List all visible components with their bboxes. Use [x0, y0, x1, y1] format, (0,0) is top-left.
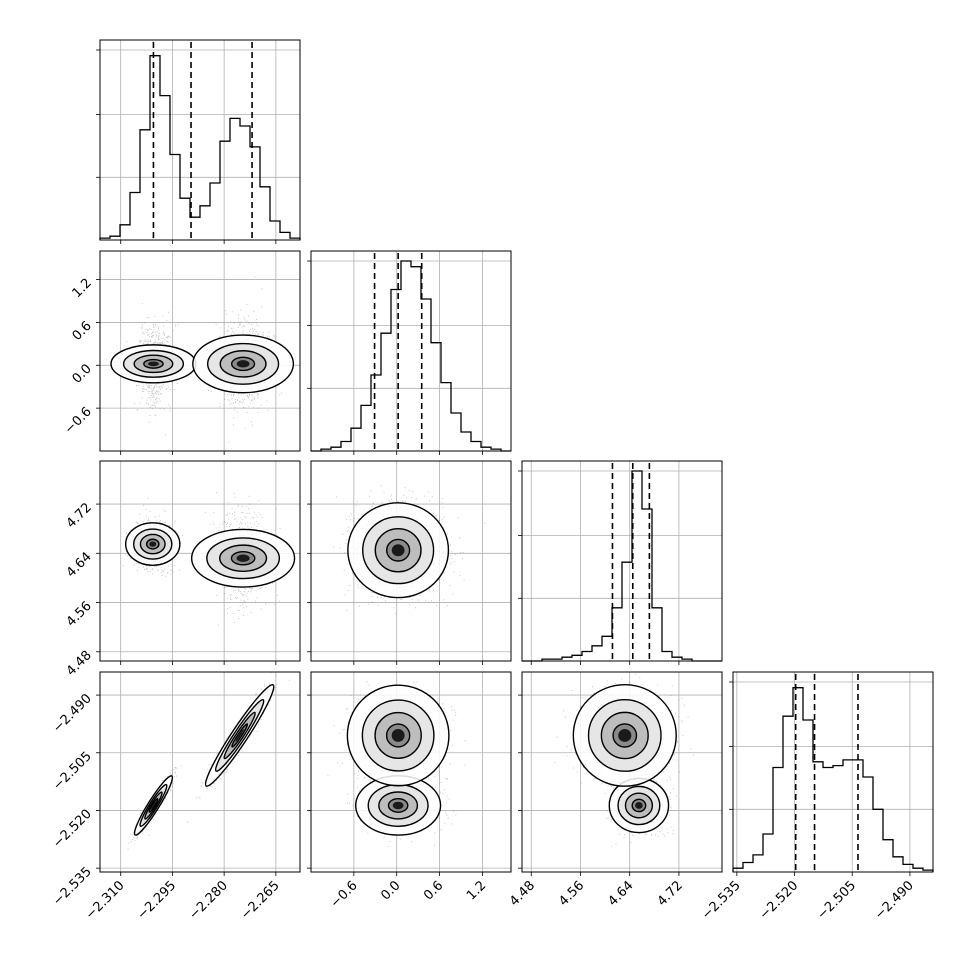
y-tick-label: 4.48 — [64, 648, 95, 679]
x-tick-label: −2.490 — [872, 878, 917, 923]
density-layer — [127, 672, 290, 850]
x-tick-label: 4.72 — [655, 878, 686, 909]
x-tick-label: 4.48 — [507, 878, 538, 909]
density-peak — [635, 802, 643, 809]
density-peak — [148, 361, 159, 367]
y-tick-label: −2.490 — [50, 691, 95, 736]
x-tick-label: −2.280 — [186, 878, 231, 923]
histogram-step — [99, 55, 301, 240]
axes-frame — [521, 460, 723, 662]
density-peak — [236, 554, 250, 562]
y-tick-label: −2.535 — [50, 864, 95, 909]
density-layer — [333, 485, 486, 614]
density-layer — [554, 673, 694, 848]
x-tick-label: −2.520 — [757, 878, 802, 923]
x-tick-label: 4.64 — [605, 878, 636, 909]
scatter-points — [127, 672, 290, 850]
y-tick-label: 0.6 — [70, 319, 95, 344]
density-peak — [392, 801, 404, 810]
y-tick-label: 4.72 — [64, 500, 95, 531]
histogram-step — [311, 260, 511, 452]
x-tick-label: −2.505 — [814, 878, 859, 923]
density-peak — [151, 801, 156, 810]
axes-frame — [99, 671, 301, 873]
x-tick-label: −2.310 — [83, 878, 128, 923]
density-layer — [122, 492, 296, 626]
density-peak — [149, 541, 157, 547]
x-tick-label: −2.295 — [135, 878, 180, 923]
y-tick-label: 0.0 — [70, 362, 95, 387]
y-tick-label: 1.2 — [70, 276, 95, 301]
y-tick-label: −2.520 — [50, 807, 95, 852]
y-tick-label: 4.56 — [64, 599, 95, 630]
axes-frame — [99, 460, 301, 662]
density-peak — [235, 728, 245, 742]
axes-frame — [732, 671, 934, 873]
axes-frame — [99, 250, 301, 452]
x-tick-label: 0.6 — [421, 878, 446, 903]
x-tick-label: 4.56 — [556, 878, 587, 909]
x-tick-label: −2.265 — [238, 878, 283, 923]
histogram-step — [522, 470, 722, 662]
density-peak — [236, 360, 250, 368]
axes-frame — [310, 250, 512, 452]
x-tick-label: −0.6 — [328, 878, 361, 911]
y-tick-label: −0.6 — [62, 404, 95, 437]
x-tick-label: 0.0 — [378, 878, 403, 903]
y-tick-label: 4.64 — [64, 550, 95, 581]
density-peak — [391, 729, 405, 742]
scatter-points — [126, 276, 283, 443]
y-tick-label: −2.505 — [50, 749, 95, 794]
x-tick-label: 1.2 — [464, 878, 489, 903]
density-peak — [391, 544, 405, 557]
density-layer — [110, 276, 295, 443]
axes-frame — [310, 460, 512, 662]
axes-frame — [310, 671, 512, 873]
density-peak — [618, 729, 632, 742]
axes-frame — [99, 39, 301, 241]
axes-frame — [521, 671, 723, 873]
x-tick-label: −2.535 — [699, 878, 744, 923]
histogram-step — [732, 687, 934, 872]
density-layer — [327, 672, 466, 847]
